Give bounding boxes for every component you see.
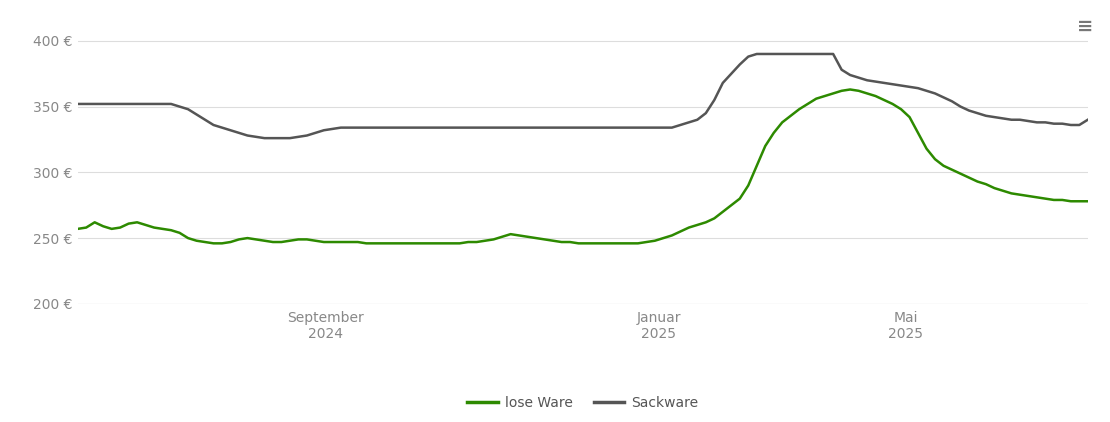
Legend: lose Ware, Sackware: lose Ware, Sackware xyxy=(462,390,704,416)
Text: ≡: ≡ xyxy=(1077,17,1093,36)
